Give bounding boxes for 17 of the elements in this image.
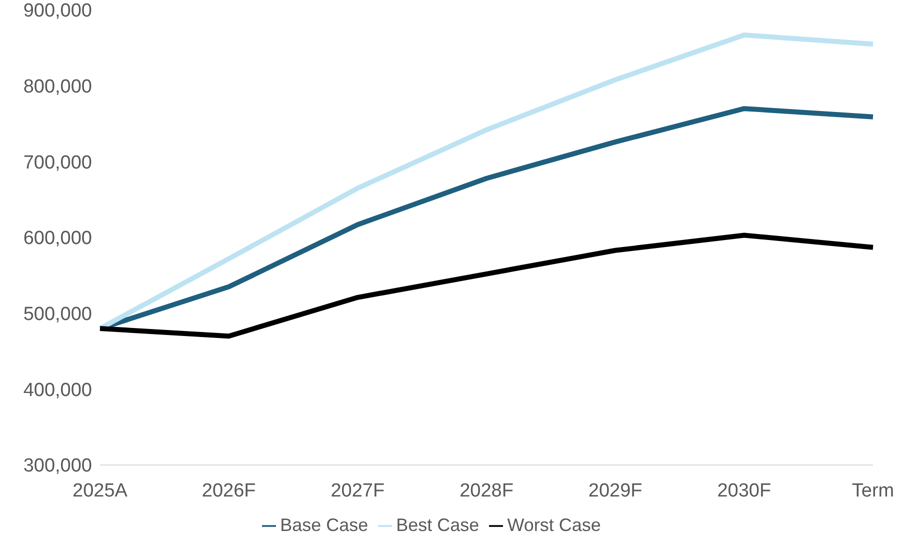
x-tick-label: 2028F	[460, 480, 514, 502]
x-tick-label: 2025A	[72, 480, 128, 502]
x-tick-label: 2029F	[588, 480, 642, 502]
y-tick-label: 700,000	[23, 152, 92, 174]
y-tick-label: 400,000	[23, 380, 92, 401]
legend-label: Base Case	[280, 515, 368, 535]
legend-label: Worst Case	[507, 515, 601, 535]
x-tick-label: 2027F	[330, 480, 385, 502]
x-tick-label: 2026F	[202, 480, 256, 502]
legend-label: Best Case	[396, 515, 480, 535]
y-tick-label: 800,000	[23, 76, 92, 98]
x-tick-label: 2030F	[717, 480, 772, 502]
y-tick-label: 900,000	[23, 0, 92, 22]
y-tick-label: 500,000	[23, 304, 92, 326]
x-tick-label: Term	[852, 480, 894, 502]
y-tick-label: 300,000	[23, 456, 92, 477]
y-tick-label: 600,000	[23, 228, 92, 250]
